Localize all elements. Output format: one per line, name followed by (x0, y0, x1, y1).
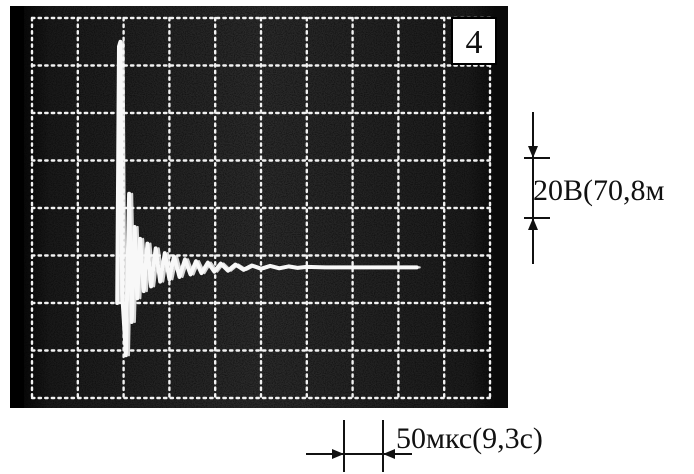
screen-left-edge (10, 6, 24, 408)
vertical-scale-arrow-bottom (528, 218, 538, 230)
screen-right-edge (494, 6, 508, 408)
trace-layer (115, 39, 421, 358)
horizontal-scale-bar: 50мкс(9,3с) (306, 420, 543, 472)
panel-label-text: 4 (466, 24, 483, 61)
vertical-scale-bar: 20В(70,8м (524, 112, 665, 264)
vertical-scale-arrow-top (528, 146, 538, 158)
vertical-scale-label: 20В(70,8м (533, 174, 665, 207)
horizontal-scale-arrow-left (332, 449, 344, 459)
trace-line-echo (119, 40, 421, 357)
panel-label: 4 (451, 17, 497, 65)
horizontal-scale-label: 50мкс(9,3с) (396, 422, 543, 455)
panel-label-box (451, 17, 497, 65)
horizontal-scale-arrow-right (383, 449, 395, 459)
